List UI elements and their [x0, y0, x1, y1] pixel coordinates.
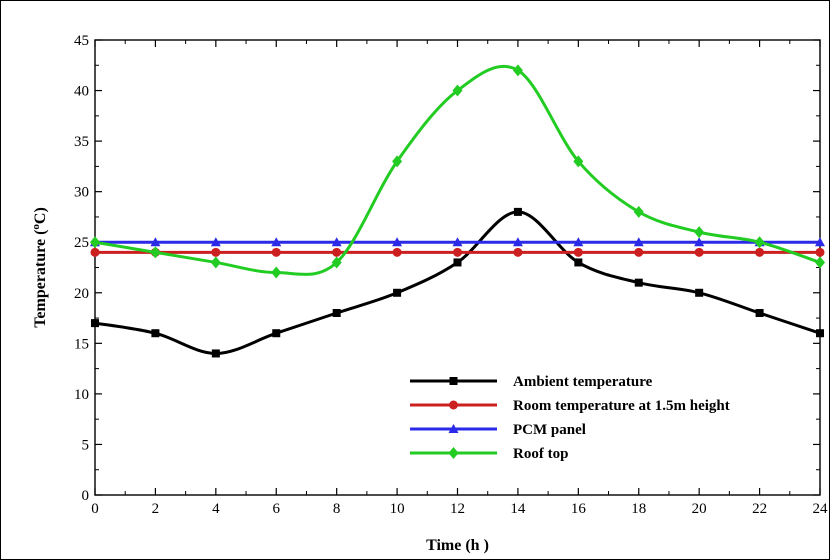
data-point-room-temperature-at-1-5m-height: [90, 247, 100, 257]
data-point-pcm-panel: [392, 237, 403, 247]
data-point-roof-top: [271, 266, 282, 279]
data-point-room-temperature-at-1-5m-height: [271, 247, 281, 257]
data-point-room-temperature-at-1-5m-height: [453, 247, 462, 257]
x-tick-label: 10: [390, 501, 405, 517]
x-axis-label: Time (h ): [426, 537, 489, 554]
legend-marker-room-temperature-at-1-5m-height: [449, 400, 458, 410]
legend: Ambient temperature Room temperature at 1…: [410, 374, 730, 462]
x-tick-label: 8: [333, 501, 341, 517]
legend-marker-pcm-panel: [448, 424, 459, 433]
y-tick-label: 10: [74, 387, 89, 403]
data-point-pcm-panel: [633, 237, 644, 247]
y-axis-ticks: 0 5 10 15 20 25 30 35 40 45: [74, 33, 820, 504]
y-tick-label: 45: [74, 33, 89, 49]
data-point-room-temperature-at-1-5m-height: [211, 247, 221, 257]
y-axis-label: Temperature (oC): [30, 207, 49, 328]
data-point-roof-top: [633, 205, 644, 218]
x-tick-label: 14: [510, 501, 526, 517]
y-tick-label: 0: [82, 488, 90, 504]
data-point-roof-top: [573, 155, 584, 168]
legend-label-ambient-temperature: Ambient temperature: [513, 374, 653, 390]
y-axis-label-main: Temperature (: [32, 230, 49, 328]
x-tick-label: 16: [571, 501, 587, 517]
data-point-ambient-temperature: [393, 288, 402, 297]
data-point-ambient-temperature: [211, 349, 220, 358]
x-tick-label: 0: [91, 501, 99, 517]
data-point-roof-top: [150, 246, 161, 259]
y-axis-label-unit: C): [32, 207, 49, 224]
data-point-roof-top: [392, 155, 403, 168]
y-tick-label: 15: [74, 336, 89, 352]
y-tick-label: 25: [74, 235, 89, 251]
series-pcm-panel: [90, 237, 825, 247]
data-point-pcm-panel: [512, 237, 523, 247]
data-point-ambient-temperature: [755, 309, 764, 317]
data-point-roof-top: [90, 236, 100, 249]
data-point-pcm-panel: [271, 237, 282, 247]
data-point-pcm-panel: [331, 237, 342, 247]
data-point-ambient-temperature: [453, 258, 462, 267]
data-point-room-temperature-at-1-5m-height: [332, 247, 342, 257]
data-point-pcm-panel: [150, 237, 161, 247]
data-point-room-temperature-at-1-5m-height: [694, 247, 704, 257]
legend-marker-roof-top: [448, 447, 459, 459]
data-point-room-temperature-at-1-5m-height: [815, 247, 825, 257]
data-point-ambient-temperature: [151, 329, 160, 338]
data-point-ambient-temperature: [91, 319, 99, 328]
data-point-ambient-temperature: [634, 278, 643, 287]
data-point-room-temperature-at-1-5m-height: [573, 247, 583, 257]
data-point-pcm-panel: [815, 237, 825, 247]
y-tick-label: 5: [82, 437, 90, 453]
data-point-room-temperature-at-1-5m-height: [755, 247, 765, 257]
series-roof-top: [90, 64, 825, 279]
x-tick-label: 2: [152, 501, 160, 517]
y-tick-label: 35: [74, 134, 89, 150]
x-tick-label: 4: [212, 501, 220, 517]
x-tick-label: 22: [752, 501, 767, 517]
legend-label-pcm-panel: PCM panel: [513, 422, 586, 438]
x-tick-label: 12: [450, 501, 465, 517]
data-point-ambient-temperature: [695, 288, 704, 297]
y-tick-label: 40: [74, 84, 89, 100]
x-tick-label: 20: [692, 501, 707, 517]
data-point-ambient-temperature: [574, 258, 583, 267]
legend-label-room-temperature-at-1-5m-height: Room temperature at 1.5m height: [513, 398, 730, 414]
data-point-ambient-temperature: [513, 207, 522, 216]
plot-area-frame: [94, 39, 821, 496]
data-point-pcm-panel: [573, 237, 584, 247]
data-point-roof-top: [815, 256, 825, 269]
legend-label-roof-top: Roof top: [513, 446, 568, 462]
data-point-room-temperature-at-1-5m-height: [634, 247, 644, 257]
y-tick-label: 30: [74, 185, 89, 201]
data-point-ambient-temperature: [332, 309, 341, 317]
data-point-roof-top: [754, 236, 765, 249]
data-point-roof-top: [452, 84, 463, 97]
data-point-room-temperature-at-1-5m-height: [513, 247, 523, 257]
series-layer: [90, 64, 825, 358]
data-point-ambient-temperature: [816, 329, 824, 338]
x-tick-label: 24: [813, 501, 829, 517]
series-room-temperature-at-1-5m-height: [90, 247, 825, 257]
data-point-roof-top: [331, 256, 342, 269]
data-point-ambient-temperature: [272, 329, 281, 338]
y-tick-label: 20: [74, 286, 89, 302]
data-point-pcm-panel: [210, 237, 221, 247]
data-point-pcm-panel: [694, 237, 705, 247]
data-point-roof-top: [512, 64, 523, 77]
data-point-roof-top: [210, 256, 221, 269]
y-axis-label-degree: o: [30, 224, 42, 230]
data-point-room-temperature-at-1-5m-height: [392, 247, 402, 257]
legend-marker-ambient-temperature: [449, 377, 458, 385]
series-ambient-temperature: [91, 207, 824, 358]
x-axis-ticks: 0 2 4 6 8 10 12 14 16 18 20 22 24: [91, 40, 828, 517]
data-point-roof-top: [694, 226, 705, 239]
x-tick-label: 6: [273, 501, 281, 517]
x-tick-label: 18: [631, 501, 646, 517]
data-point-pcm-panel: [452, 237, 463, 247]
